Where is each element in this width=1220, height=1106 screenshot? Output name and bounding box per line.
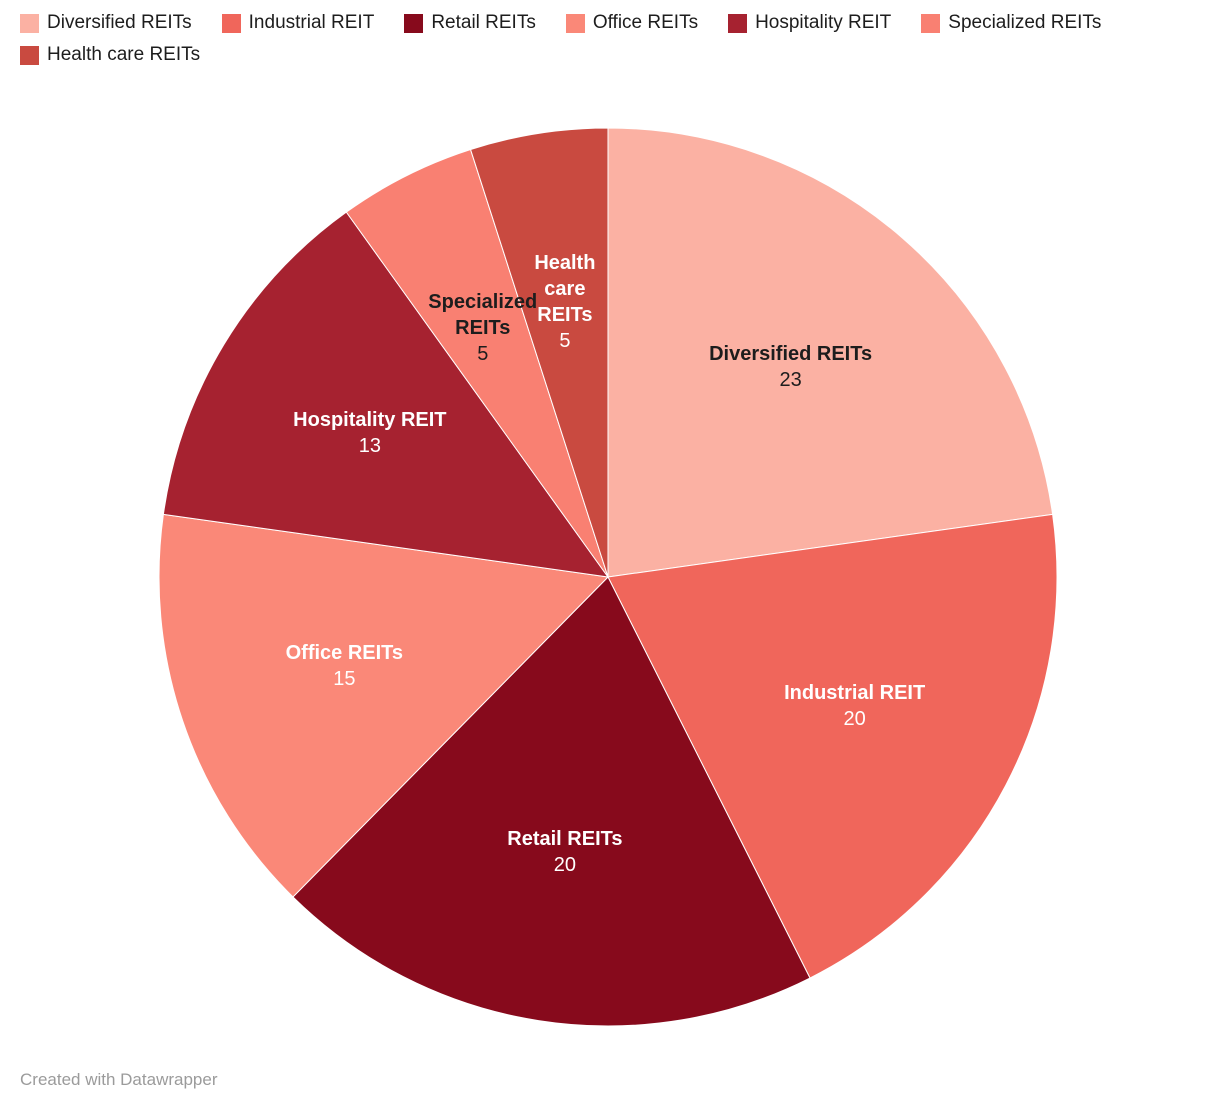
pie-slice-industrial-reit[interactable] bbox=[607, 513, 1058, 979]
pie-slice-health-care-reits[interactable] bbox=[470, 127, 609, 578]
legend-swatch bbox=[404, 13, 424, 33]
legend-label: Specialized REITs bbox=[948, 12, 1102, 33]
legend-swatch bbox=[20, 13, 39, 33]
legend-label: Industrial REIT bbox=[248, 12, 375, 33]
legend-label: Diversified REITs bbox=[47, 12, 192, 33]
legend-item: Specialized REITs bbox=[921, 12, 1101, 34]
legend-label: Health care REITs bbox=[47, 44, 201, 65]
legend-item: Hospitality REIT bbox=[728, 12, 891, 34]
legend-label: Hospitality REIT bbox=[755, 12, 892, 33]
legend-item: Office REITs bbox=[565, 12, 699, 34]
pie-slice-office-reits[interactable] bbox=[158, 513, 609, 898]
legend-item: Health care REITs bbox=[20, 44, 200, 66]
pie-slice-hospitality-reit[interactable] bbox=[162, 211, 609, 578]
legend-item: Diversified REITs bbox=[20, 12, 192, 34]
legend-swatch bbox=[921, 13, 941, 33]
legend-label: Retail REITs bbox=[431, 12, 536, 33]
legend-swatch bbox=[20, 45, 39, 65]
legend-swatch bbox=[565, 13, 585, 33]
legend-item: Retail REITs bbox=[404, 12, 536, 34]
legend-swatch bbox=[728, 13, 748, 33]
attribution-text: Created with Datawrapper bbox=[20, 1070, 218, 1089]
pie-slice-diversified-reits[interactable] bbox=[607, 127, 1054, 578]
legend-label: Office REITs bbox=[592, 12, 699, 33]
legend-item: Industrial REIT bbox=[221, 12, 375, 34]
pie-slice-retail-reits[interactable] bbox=[292, 576, 811, 1027]
legend-swatch bbox=[221, 13, 241, 33]
legend: Diversified REITs Industrial REIT Retail R… bbox=[20, 12, 1200, 66]
